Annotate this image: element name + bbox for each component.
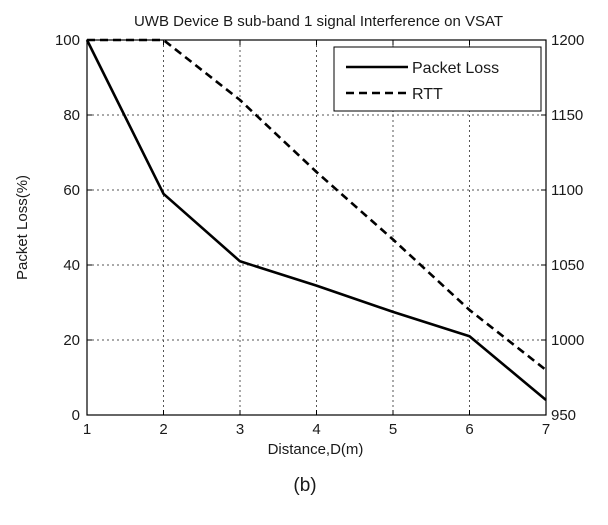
y-axis-label: Packet Loss(%) xyxy=(14,175,31,280)
x-axis-label: Distance,D(m) xyxy=(268,441,364,458)
y-tick-label: 100 xyxy=(55,32,80,49)
x-tick-label: 3 xyxy=(236,421,244,438)
y2-tick-label: 1100 xyxy=(551,182,583,199)
y2-tick-label: 950 xyxy=(551,407,576,424)
y-tick-label: 80 xyxy=(63,107,80,124)
y2-tick-label: 1200 xyxy=(551,32,584,49)
y-tick-label: 20 xyxy=(63,332,80,349)
y2-tick-label: 1150 xyxy=(551,107,583,124)
grid xyxy=(87,40,546,415)
legend-label-packet-loss: Packet Loss xyxy=(412,60,499,77)
y-tick-label: 60 xyxy=(63,182,80,199)
x-tick-label: 7 xyxy=(542,421,550,438)
x-tick-label: 2 xyxy=(159,421,167,438)
series-layer xyxy=(85,38,547,401)
x-tick-label: 6 xyxy=(465,421,473,438)
y-tick-label: 40 xyxy=(63,257,80,274)
series-line-rtt xyxy=(87,38,547,372)
legend: Packet Loss RTT xyxy=(333,46,542,112)
series-line-packet-loss xyxy=(85,39,547,401)
y2-tick-label: 1000 xyxy=(551,332,584,349)
x-tick-label: 4 xyxy=(312,421,320,438)
x-tick-label: 5 xyxy=(389,421,397,438)
x-tick-label: 1 xyxy=(83,421,91,438)
legend-box xyxy=(333,46,542,112)
chart-title: UWB Device B sub-band 1 signal Interfere… xyxy=(134,13,503,30)
ticks: 1 2 3 4 5 6 7 0 20 40 60 80 100 950 1000 1050 1100 1150 12… xyxy=(55,32,584,438)
y-tick-label: 0 xyxy=(72,407,80,424)
legend-label-rtt: RTT xyxy=(412,86,443,103)
y2-tick-label: 1050 xyxy=(551,257,584,274)
figure-caption: (b) xyxy=(293,475,316,496)
